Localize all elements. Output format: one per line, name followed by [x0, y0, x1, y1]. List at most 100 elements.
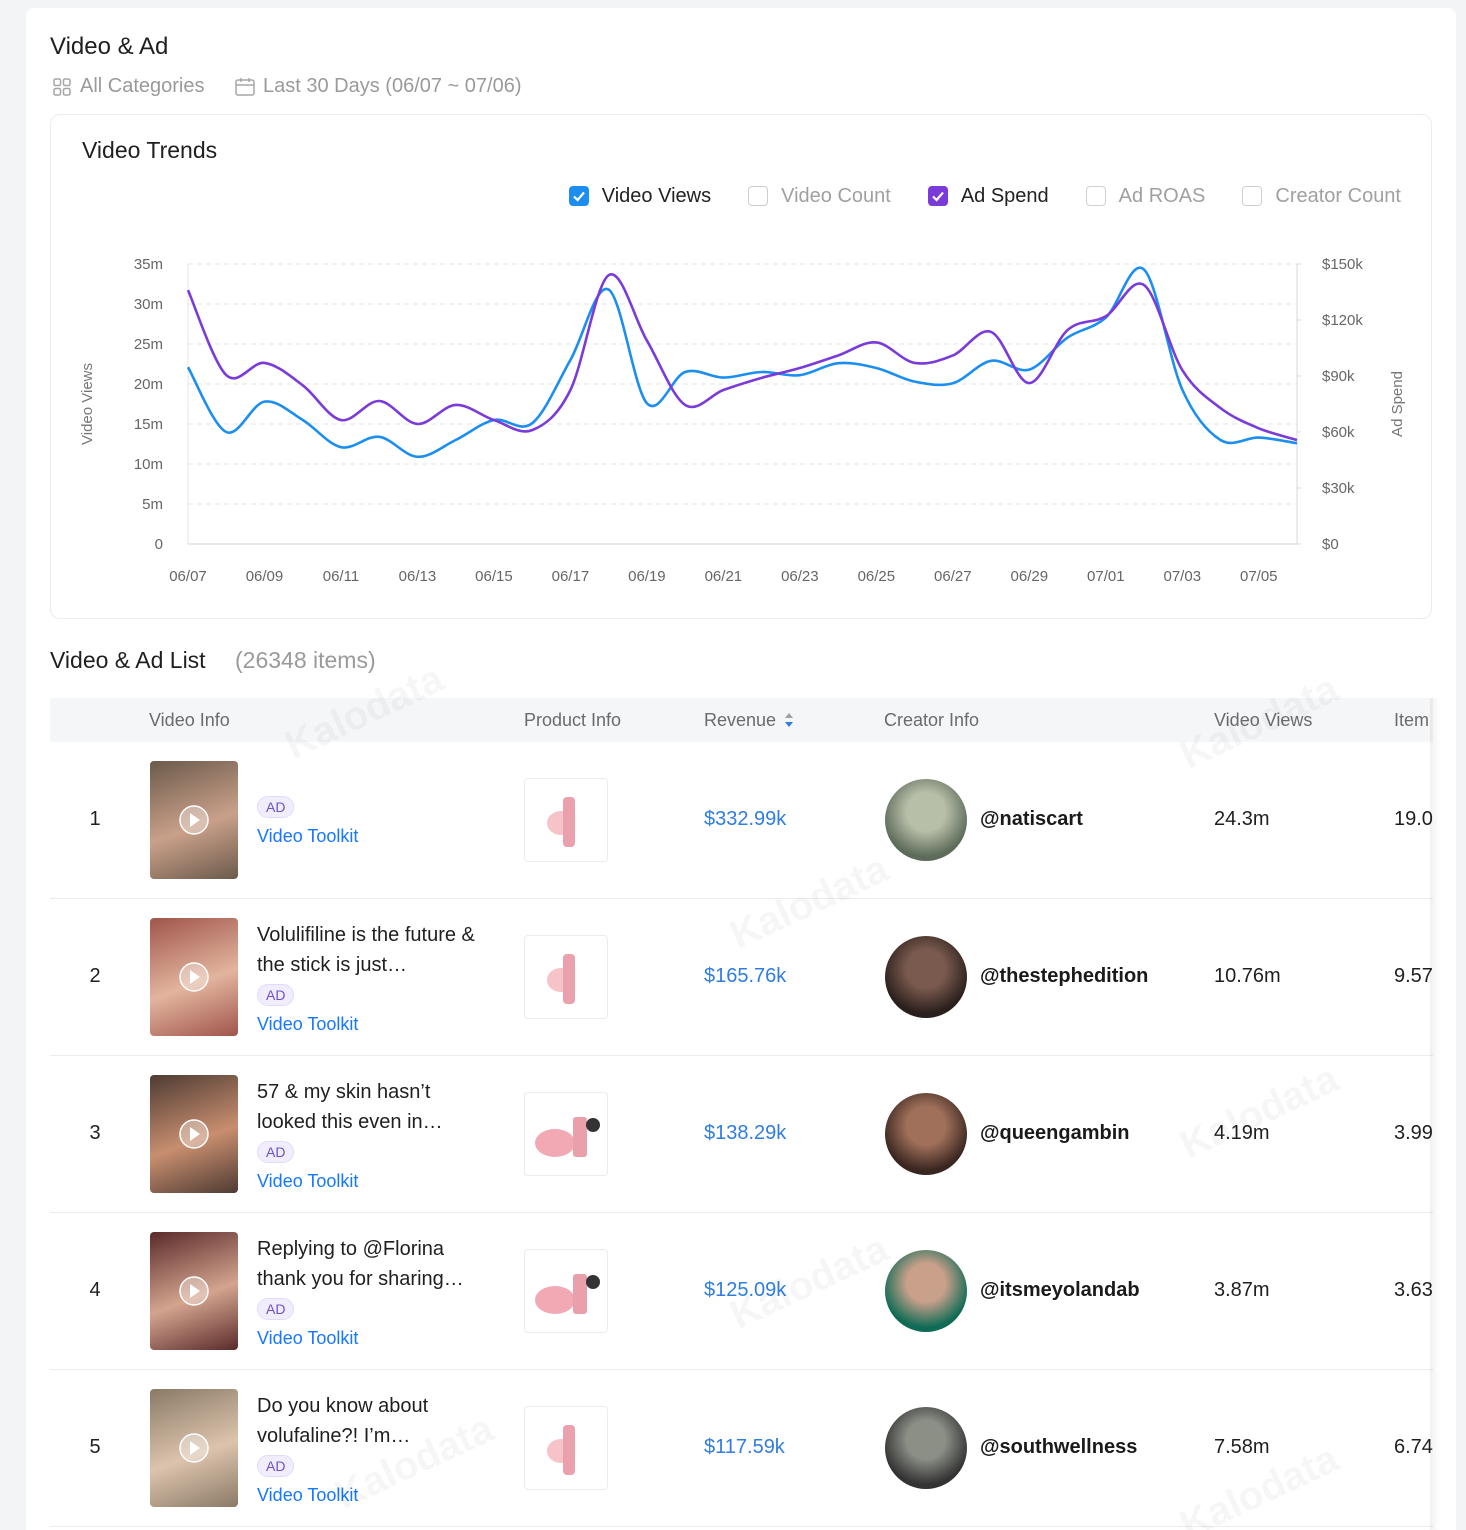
- x-tick-label: 06/07: [169, 568, 207, 585]
- product-art: [547, 954, 575, 1004]
- video-views: 10.76m: [1214, 965, 1281, 987]
- page-title: Video & Ad: [50, 33, 169, 60]
- creator-handle[interactable]: @natiscart: [980, 808, 1083, 830]
- fixed-column-shadow: [1430, 698, 1440, 1530]
- video-toolkit-link[interactable]: Video Toolkit: [257, 1484, 359, 1505]
- creator-avatar[interactable]: [885, 1093, 967, 1175]
- video-thumbnail[interactable]: [150, 1389, 238, 1507]
- video-thumbnail[interactable]: [150, 918, 238, 1036]
- video-title: 57 & my skin hasn’t looked this even in…: [257, 1080, 443, 1133]
- creator-avatar[interactable]: [885, 779, 967, 861]
- checkbox[interactable]: [1242, 186, 1263, 206]
- data-line: [186, 273, 1298, 442]
- play-icon: [179, 805, 209, 835]
- x-tick-label: 06/13: [399, 568, 437, 585]
- chart: 0 5m 10m 15m 20m 25m 30m 35m $0 $30k $60k $90k $120k…: [79, 256, 1406, 585]
- table-header: [50, 698, 1433, 742]
- product-image[interactable]: [524, 778, 608, 862]
- column-header: Revenue: [704, 698, 795, 742]
- x-tick-label: 06/09: [246, 568, 284, 585]
- video-thumbnail[interactable]: [150, 1075, 238, 1193]
- creator-handle[interactable]: @queengambin: [980, 1122, 1130, 1144]
- video-thumbnail[interactable]: [150, 1232, 238, 1350]
- sort-icon[interactable]: [776, 710, 795, 730]
- creator-avatar[interactable]: [885, 1407, 967, 1489]
- x-tick-label: 06/23: [781, 568, 819, 585]
- video-text: AD Video Toolkit: [257, 742, 487, 898]
- play-icon: [179, 1276, 209, 1306]
- video-views: 4.19m: [1214, 1122, 1270, 1144]
- video-title: Replying to @Florina thank you for shari…: [257, 1237, 464, 1290]
- rank: 1: [89, 808, 101, 830]
- y-tick-label: 20m: [134, 376, 163, 393]
- items-sold: 9.57: [1394, 965, 1433, 987]
- creator-handle[interactable]: @southwellness: [980, 1436, 1138, 1458]
- product-image[interactable]: [524, 935, 608, 1019]
- category-filter[interactable]: All Categories: [80, 75, 205, 97]
- table-row: 5 Do you know about volufaline?! I’m… AD Vi…: [50, 1370, 1433, 1527]
- x-tick-label: 06/11: [323, 568, 359, 585]
- video-text: Volulifiline is the future & the stick i…: [257, 899, 487, 1055]
- checkbox[interactable]: [568, 186, 589, 206]
- video-toolkit-link[interactable]: Video Toolkit: [257, 825, 359, 846]
- items-sold: 3.63: [1394, 1279, 1433, 1301]
- x-tick-label: 07/05: [1240, 568, 1278, 585]
- video-toolkit-link[interactable]: Video Toolkit: [257, 1327, 359, 1348]
- creator-avatar[interactable]: [885, 1250, 967, 1332]
- ad-badge: AD: [257, 795, 295, 818]
- video-views: 7.58m: [1214, 1436, 1270, 1458]
- x-tick-label: 06/19: [628, 568, 666, 585]
- legend-option[interactable]: Video Count: [748, 182, 891, 210]
- check-mark: [572, 191, 585, 202]
- creator-handle[interactable]: @thestephedition: [980, 965, 1149, 987]
- x-tick-label: 06/15: [475, 568, 513, 585]
- product-art: [535, 1274, 600, 1314]
- ad-badge: AD: [257, 1454, 295, 1477]
- x-tick-label: 06/21: [705, 568, 743, 585]
- product-image[interactable]: [524, 1249, 608, 1333]
- legend-option[interactable]: Ad Spend: [927, 182, 1049, 210]
- legend-label: Video Count: [781, 184, 891, 207]
- checkbox[interactable]: [927, 186, 948, 206]
- y-tick-label: 15m: [134, 416, 163, 433]
- legend-option[interactable]: Video Views: [568, 182, 711, 210]
- ad-badge: AD: [257, 1297, 295, 1320]
- play-icon: [179, 1433, 209, 1463]
- data-line: [186, 266, 1298, 459]
- video-thumbnail[interactable]: [150, 761, 238, 879]
- x-tick-label: 06/29: [1011, 568, 1049, 585]
- column-header: Product Info: [524, 710, 622, 730]
- creator-avatar[interactable]: [885, 936, 967, 1018]
- table: Video Info Product Info Revenue Creator Inf…: [50, 698, 1433, 1530]
- revenue: $138.29k: [704, 1122, 787, 1144]
- checkbox[interactable]: [1085, 186, 1106, 206]
- product-art: [535, 1117, 600, 1157]
- items-sold: 3.99: [1394, 1122, 1433, 1144]
- legend-label: Ad Spend: [960, 184, 1049, 207]
- y2-tick-label: $30k: [1322, 480, 1355, 497]
- date-filter[interactable]: Last 30 Days (06/07 ~ 07/06): [263, 75, 522, 97]
- y-tick-label: 25m: [134, 336, 163, 353]
- list-title: Video & Ad List: [50, 647, 206, 673]
- items-sold: 19.0: [1394, 808, 1433, 830]
- y-tick-label: 35m: [134, 256, 163, 273]
- y-tick-label: 30m: [134, 296, 163, 313]
- legend-label: Creator Count: [1275, 184, 1401, 207]
- video-text: 57 & my skin hasn’t looked this even in……: [257, 1056, 487, 1212]
- product-image[interactable]: [524, 1092, 608, 1176]
- product-image[interactable]: [524, 1406, 608, 1490]
- items-sold: 6.74: [1394, 1436, 1433, 1458]
- x-tick-label: 06/25: [858, 568, 896, 585]
- video-views: 24.3m: [1214, 808, 1270, 830]
- video-toolkit-link[interactable]: Video Toolkit: [257, 1013, 359, 1034]
- ad-badge: AD: [257, 983, 295, 1006]
- column-header: Item: [1394, 710, 1430, 730]
- creator-handle[interactable]: @itsmeyolandab: [980, 1279, 1140, 1301]
- y-tick-label: 5m: [142, 496, 163, 513]
- legend-option[interactable]: Ad ROAS: [1085, 182, 1205, 210]
- checkbox[interactable]: [748, 186, 769, 206]
- column-header: Creator Info: [884, 710, 980, 730]
- table-row: 3 57 & my skin hasn’t looked this even in…: [50, 1056, 1433, 1213]
- legend-option[interactable]: Creator Count: [1242, 182, 1401, 210]
- video-toolkit-link[interactable]: Video Toolkit: [257, 1170, 359, 1191]
